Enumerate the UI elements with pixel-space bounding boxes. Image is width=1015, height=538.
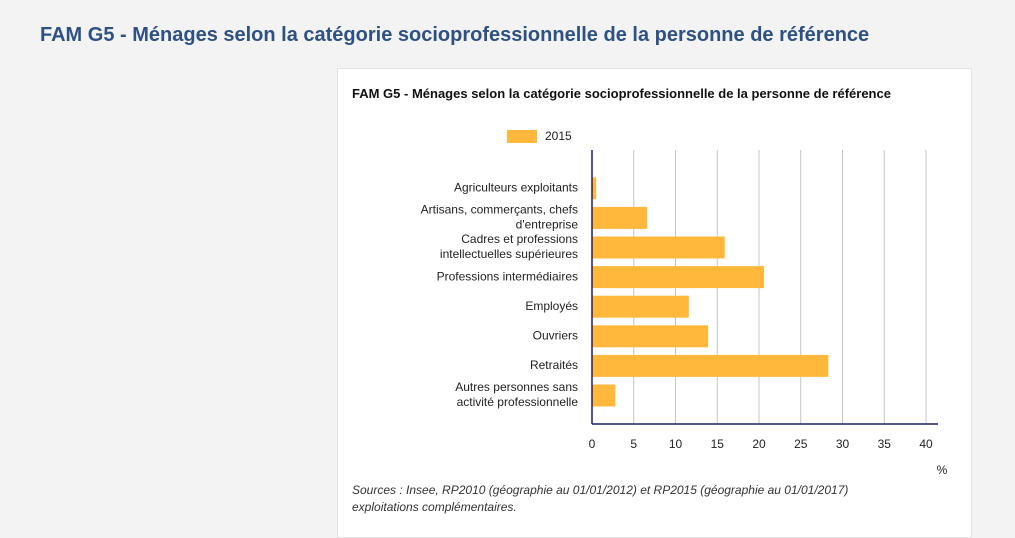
x-tick-label: 0 bbox=[589, 437, 596, 451]
page-heading: FAM G5 - Ménages selon la catégorie soci… bbox=[40, 24, 870, 46]
x-tick-label: 40 bbox=[919, 437, 933, 451]
x-axis-label: % bbox=[937, 463, 948, 477]
bar bbox=[592, 206, 648, 229]
y-tick-label: Professions intermédiaires bbox=[437, 269, 578, 283]
y-tick-label: Cadres et professions bbox=[461, 232, 578, 246]
legend-label: 2015 bbox=[545, 129, 572, 143]
bar bbox=[592, 295, 689, 318]
x-tick-label: 30 bbox=[836, 437, 850, 451]
y-tick-label: Ouvriers bbox=[533, 328, 578, 342]
y-tick-label: Agriculteurs exploitants bbox=[454, 180, 578, 194]
bar bbox=[592, 266, 765, 289]
bar bbox=[592, 325, 709, 348]
y-tick-label: Employés bbox=[525, 299, 578, 313]
y-tick-label: Retraités bbox=[530, 358, 578, 372]
x-tick-label: 10 bbox=[669, 437, 683, 451]
x-tick-label: 5 bbox=[630, 437, 637, 451]
legend-swatch bbox=[507, 130, 537, 143]
x-tick-label: 35 bbox=[878, 437, 892, 451]
y-tick-label: intellectuelles supérieures bbox=[440, 247, 578, 261]
bar bbox=[592, 384, 616, 407]
x-tick-label: 20 bbox=[752, 437, 766, 451]
y-tick-label: d'entreprise bbox=[516, 218, 579, 232]
bar bbox=[592, 354, 829, 377]
chart-title: FAM G5 - Ménages selon la catégorie soci… bbox=[352, 86, 891, 101]
bar bbox=[592, 236, 725, 259]
bar bbox=[592, 177, 597, 200]
x-tick-label: 15 bbox=[711, 437, 725, 451]
y-tick-label: activité professionnelle bbox=[457, 395, 579, 409]
y-tick-label: Artisans, commerçants, chefs bbox=[421, 203, 578, 217]
x-tick-label: 25 bbox=[794, 437, 808, 451]
chart-source: Sources : Insee, RP2010 (géographie au 0… bbox=[352, 483, 849, 514]
y-tick-label: Autres personnes sans bbox=[455, 380, 578, 394]
